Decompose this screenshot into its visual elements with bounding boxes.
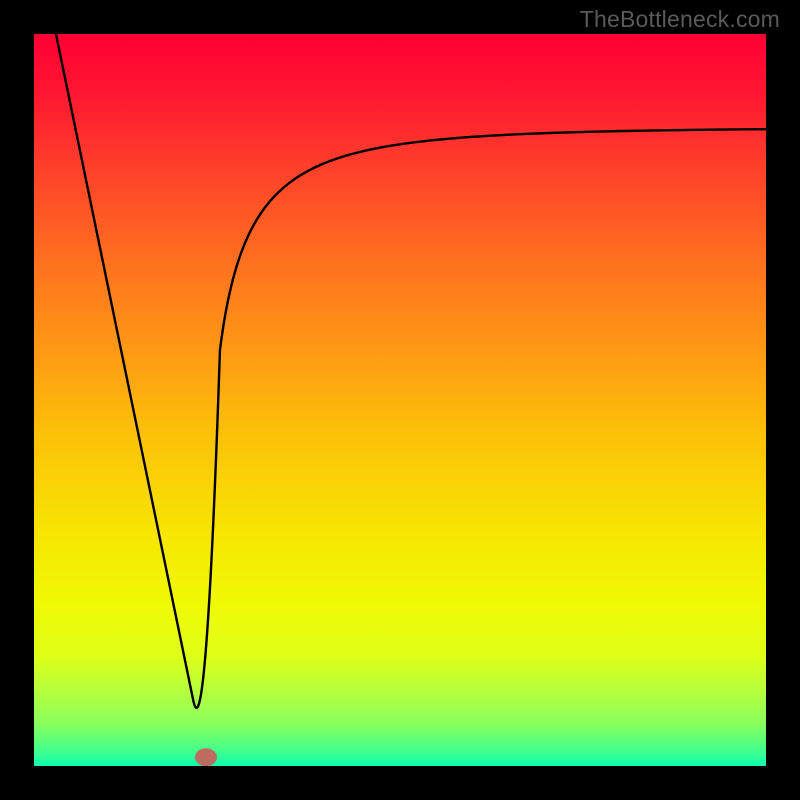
curve-svg [34, 34, 766, 766]
apex-marker [195, 748, 217, 766]
bottleneck-curve [56, 34, 766, 708]
watermark-text: TheBottleneck.com [580, 6, 780, 33]
chart-frame: TheBottleneck.com [0, 0, 800, 800]
plot-area [34, 34, 766, 766]
